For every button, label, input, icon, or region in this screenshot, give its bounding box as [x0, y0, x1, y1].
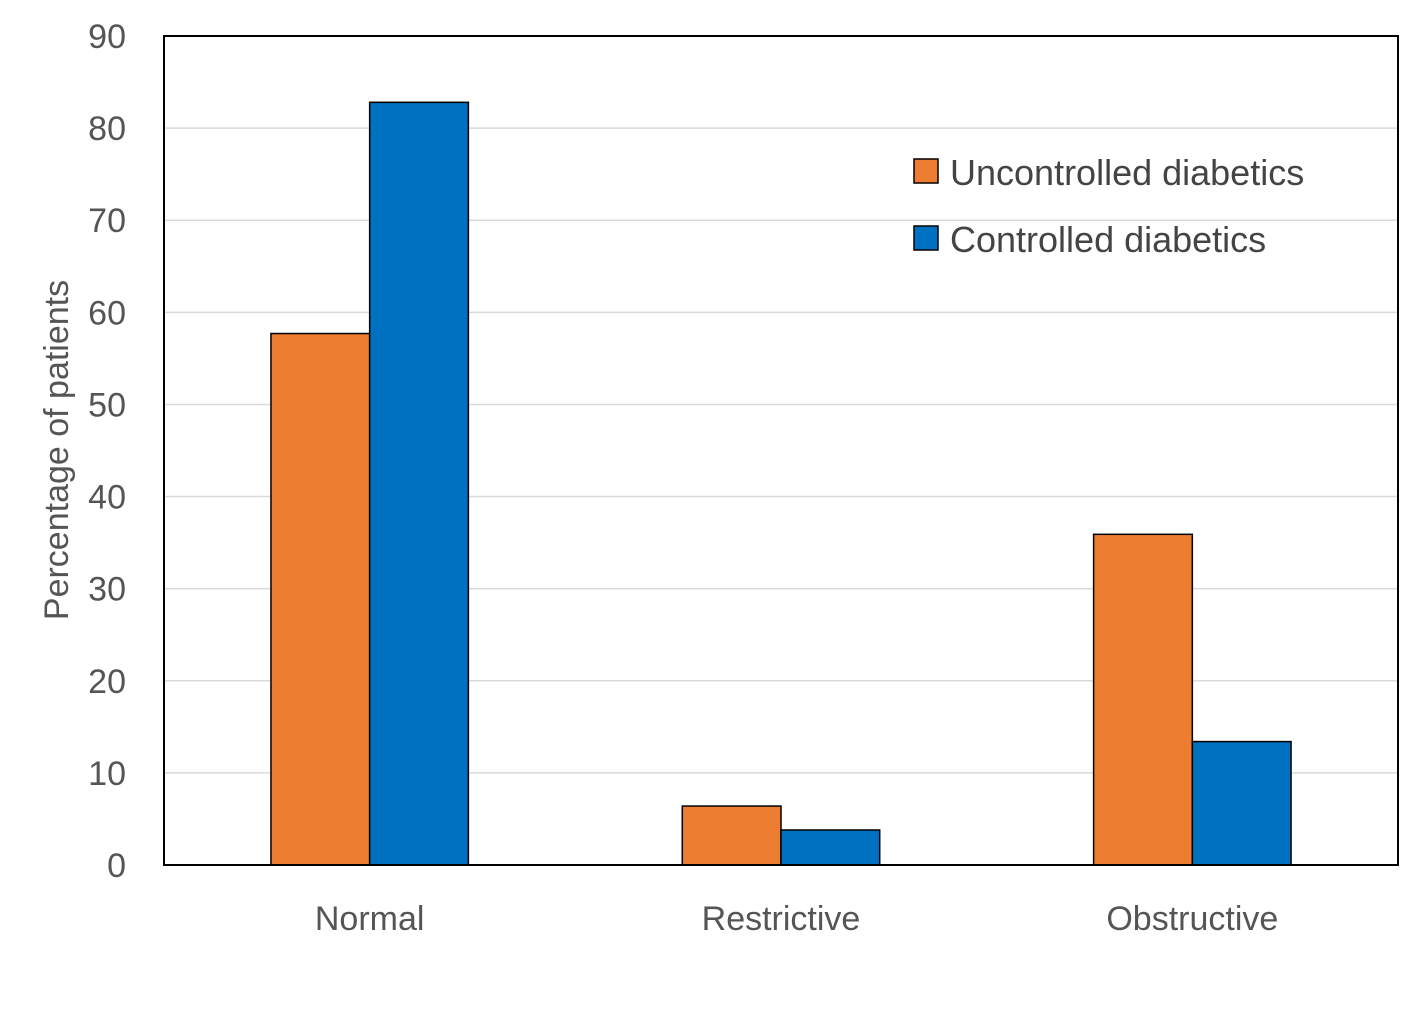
- legend-swatch-uncontrolled: [913, 158, 939, 184]
- bar-controlled-normal: [368, 101, 470, 866]
- legend-label-uncontrolled: Uncontrolled diabetics: [950, 152, 1304, 193]
- y-tick-label: 80: [88, 110, 126, 148]
- y-tick-label: 20: [88, 663, 126, 701]
- y-tick-label: 30: [88, 571, 126, 609]
- y-tick-labels: 0 10 20 30 40 50 60 70 80 90: [88, 18, 126, 885]
- x-tick-label-obstructive: Obstructive: [1106, 900, 1278, 938]
- x-tick-label-restrictive: Restrictive: [702, 900, 861, 938]
- plot-frame: [163, 35, 1399, 866]
- y-axis-title: Percentage of patients: [38, 280, 76, 620]
- y-tick-label: 10: [88, 755, 126, 793]
- legend-swatch-controlled: [913, 225, 939, 251]
- bars: [270, 101, 1292, 866]
- y-tick-label: 90: [88, 18, 126, 56]
- x-tick-label-normal: Normal: [315, 900, 425, 938]
- y-tick-label: 70: [88, 202, 126, 240]
- bar-uncontrolled-obstructive: [1092, 533, 1194, 866]
- y-tick-label: 0: [107, 847, 126, 885]
- legend-label-controlled: Controlled diabetics: [950, 219, 1266, 260]
- y-tick-label: 50: [88, 386, 126, 424]
- x-tick-labels: Normal Restrictive Obstructive: [315, 900, 1278, 938]
- legend: Uncontrolled diabetics Controlled diabeti…: [913, 152, 1304, 260]
- bar-uncontrolled-normal: [270, 332, 371, 866]
- y-tick-label: 60: [88, 294, 126, 332]
- bar-controlled-obstructive: [1191, 740, 1292, 866]
- y-tick-label: 40: [88, 479, 126, 517]
- bar-uncontrolled-restrictive: [681, 805, 782, 866]
- bar-controlled-restrictive: [780, 829, 881, 866]
